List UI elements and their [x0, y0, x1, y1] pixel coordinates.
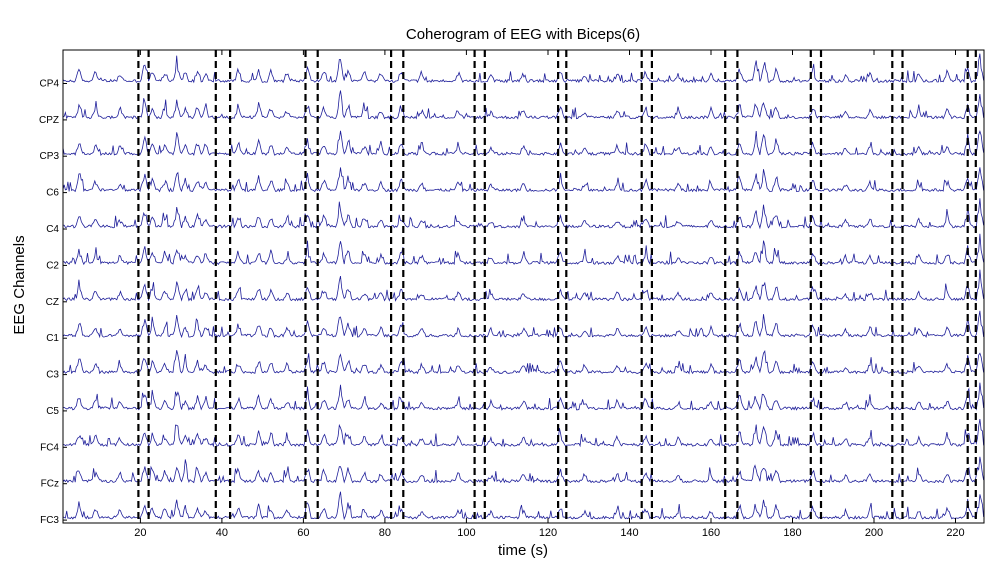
event-markers — [137, 50, 977, 523]
x-tick-label-40: 40 — [216, 527, 228, 539]
trace-c2 — [62, 233, 984, 266]
trace-cp3 — [62, 130, 984, 157]
channel-label-c3: C3 — [46, 370, 59, 381]
x-axis-label: time (s) — [498, 542, 548, 559]
x-tick-label-80: 80 — [379, 527, 391, 539]
channel-label-c4: C4 — [46, 224, 59, 235]
channel-label-cp3: CP3 — [40, 151, 60, 162]
x-tick-label-140: 140 — [620, 527, 638, 539]
x-tick-label-60: 60 — [297, 527, 309, 539]
channel-label-c6: C6 — [46, 188, 59, 199]
trace-fc3 — [62, 491, 984, 521]
channel-label-cp4: CP4 — [40, 79, 60, 90]
x-tick-label-160: 160 — [702, 527, 720, 539]
x-tick-label-100: 100 — [457, 527, 475, 539]
channel-label-c2: C2 — [46, 260, 59, 271]
x-tick-label-180: 180 — [783, 527, 801, 539]
channel-label-fcz: FCz — [41, 479, 59, 490]
trace-cz — [62, 269, 984, 302]
trace-c3 — [62, 350, 984, 375]
trace-fc4 — [63, 419, 984, 448]
channel-label-c5: C5 — [46, 406, 59, 417]
trace-cpz — [62, 90, 984, 120]
x-ticks: 20 40 60 80 100 120 140 160 180 200 220 — [134, 50, 965, 539]
channel-labels: CP4 CPZ CP3 C6 C4 C2 CZ C1 C3 C5 FC4 FCz FC3 — [39, 79, 67, 526]
trace-c1 — [62, 310, 984, 339]
x-tick-label-20: 20 — [134, 527, 146, 539]
trace-cp4 — [62, 53, 984, 84]
x-tick-label-220: 220 — [946, 527, 964, 539]
channel-label-cz: CZ — [46, 297, 59, 308]
channel-label-fc3: FC3 — [40, 515, 59, 526]
channel-label-cpz: CPZ — [39, 115, 59, 126]
trace-fcz — [62, 456, 984, 484]
x-tick-label-120: 120 — [539, 527, 557, 539]
x-tick-label-200: 200 — [865, 527, 883, 539]
y-axis-label: EEG Channels — [11, 235, 28, 334]
trace-c5 — [62, 382, 984, 411]
channel-label-c1: C1 — [46, 333, 59, 344]
axes-box — [62, 49, 985, 524]
trace-c4 — [62, 198, 984, 230]
chart-title: Coherogram of EEG with Biceps(6) — [406, 26, 640, 43]
trace-c6 — [62, 167, 984, 193]
channel-traces — [62, 53, 984, 521]
channel-label-fc4: FC4 — [40, 442, 59, 453]
